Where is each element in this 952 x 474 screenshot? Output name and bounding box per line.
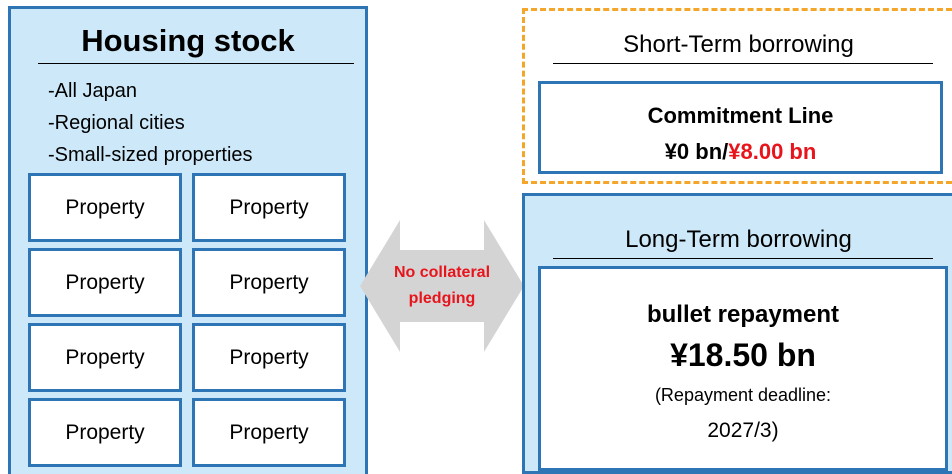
heading-underline (553, 258, 933, 259)
property-box: Property (192, 323, 346, 392)
panel-heading: Short-Term borrowing (623, 31, 854, 58)
property-box: Property (28, 248, 182, 317)
box-title: bullet repayment (646, 301, 840, 328)
box-amount: ¥18.50 bn (670, 337, 816, 373)
bullet-repayment-box: bullet repayment ¥18.50 bn (Repayment de… (538, 266, 948, 471)
arrow-label: No collateral pledging (356, 260, 528, 312)
amount-limit: ¥8.00 bn (728, 139, 817, 164)
long-term-panel: Long-Term borrowing bullet repayment ¥18… (522, 193, 952, 474)
property-box: Property (28, 173, 182, 242)
box-note: (Repayment deadline: (654, 385, 832, 405)
bullet-item: -Regional cities (48, 112, 185, 134)
housing-stock-panel: Housing stock -All Japan -Regional cities… (8, 6, 368, 474)
arrow-label-line: pledging (408, 290, 476, 307)
panel-heading: Long-Term borrowing (625, 226, 852, 253)
bullet-list: -All Japan -Regional cities -Small-sized p… (48, 75, 253, 171)
amount-used: ¥0 bn/ (664, 139, 729, 164)
bullet-item: -All Japan (48, 80, 137, 102)
title-underline (38, 63, 354, 64)
property-box: Property (192, 398, 346, 467)
arrow-label-line: No collateral (393, 264, 491, 281)
double-arrow (360, 220, 524, 352)
property-box: Property (192, 173, 346, 242)
box-title: Commitment Line (647, 103, 834, 128)
short-term-panel: Short-Term borrowing Commitment Line ¥0 … (522, 8, 952, 184)
property-box: Property (28, 398, 182, 467)
commitment-box: Commitment Line ¥0 bn/¥8.00 bn (538, 81, 943, 174)
box-note: 2027/3) (707, 419, 779, 442)
arrow-shape (360, 220, 524, 352)
bullet-item: -Small-sized properties (48, 144, 253, 166)
panel-title: Housing stock (81, 23, 295, 58)
property-box: Property (192, 248, 346, 317)
heading-underline (553, 63, 933, 64)
property-box: Property (28, 323, 182, 392)
box-amount: ¥0 bn/¥8.00 bn (541, 134, 940, 170)
